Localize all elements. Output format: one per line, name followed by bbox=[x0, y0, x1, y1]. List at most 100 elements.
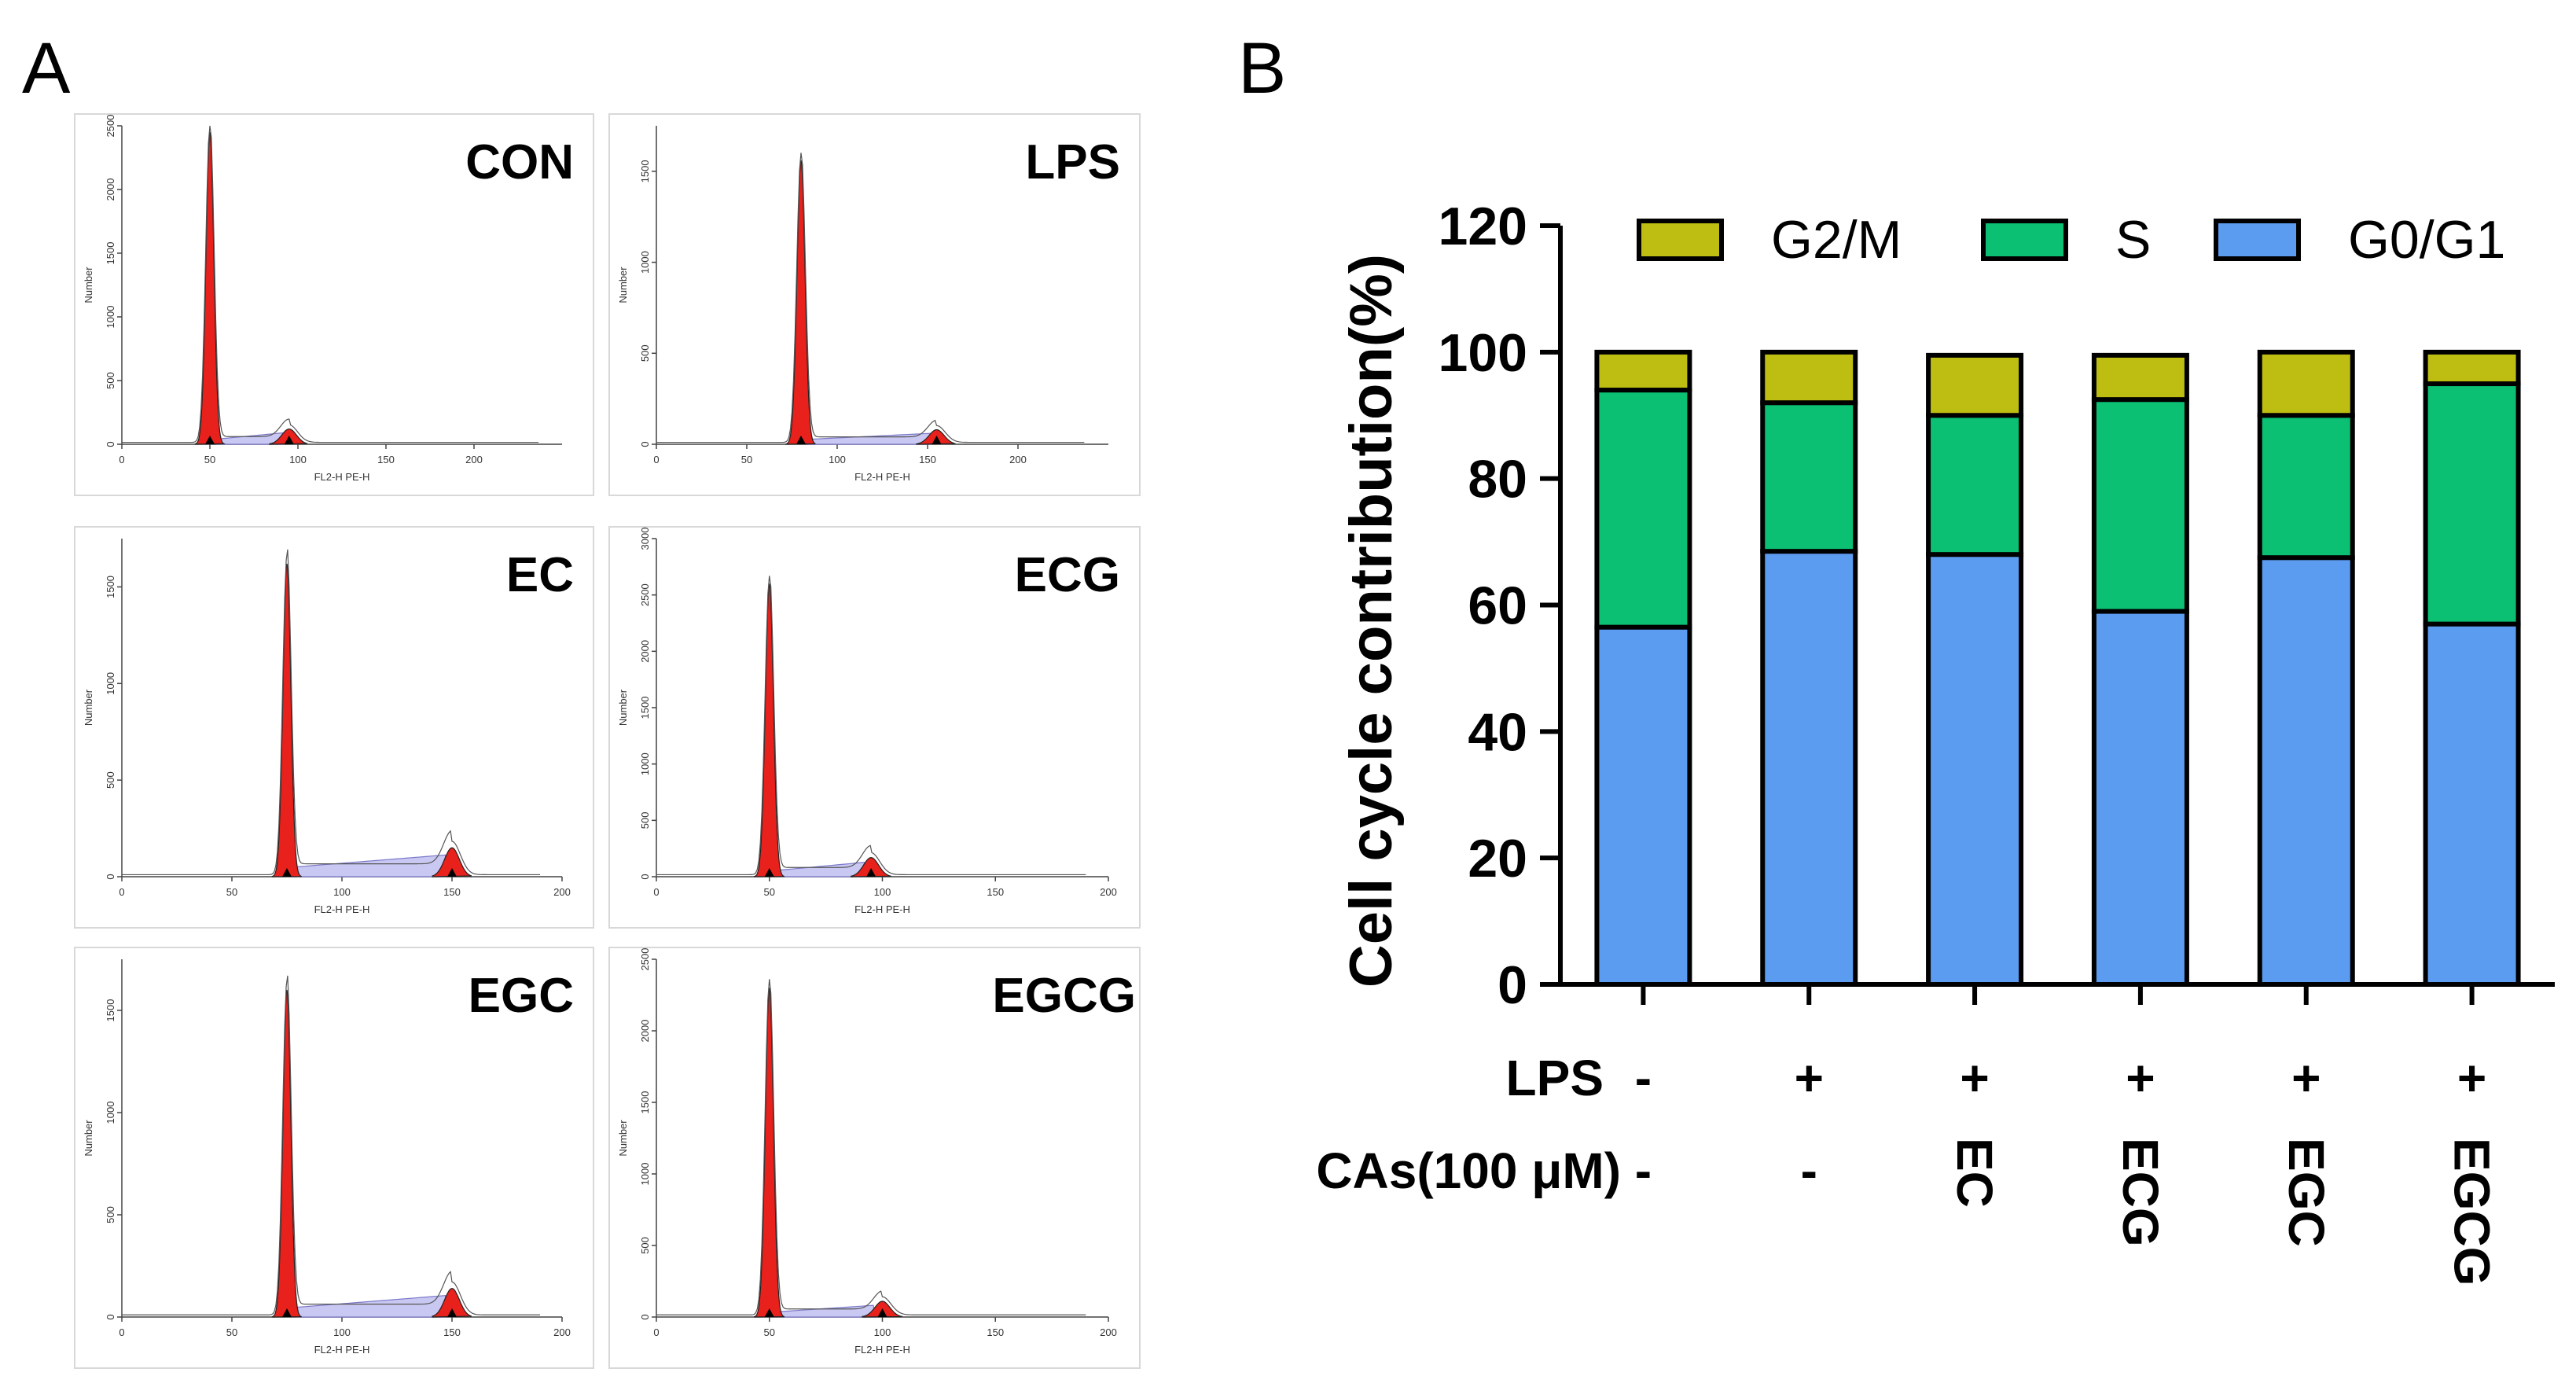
histogram-y-tick-label: 1500 bbox=[105, 999, 116, 1022]
histogram-frame bbox=[74, 113, 594, 496]
legend-label-g0-g1: G0/G1 bbox=[2348, 210, 2505, 270]
histogram-panel-ec: 0 50 100 150 200 0 500 1000 1500 FL2-H PE-H Number… bbox=[74, 526, 594, 929]
histogram-y-tick-label: 2000 bbox=[639, 640, 651, 663]
histogram-panel-lps: 0 50 100 150 200 0 500 1000 1500 FL2-H PE-H Number… bbox=[608, 113, 1141, 496]
histogram-x-tick-label: 100 bbox=[289, 454, 307, 465]
bar-segment-s bbox=[2423, 381, 2521, 627]
cas-value-rotated: EC bbox=[1946, 1138, 2003, 1208]
histogram-x-tick-label: 150 bbox=[443, 1326, 461, 1338]
cas-value-rotated: ECG bbox=[2112, 1138, 2169, 1247]
bar-segment-g2-m bbox=[2091, 352, 2189, 403]
histogram-y-tick-label: 0 bbox=[105, 874, 116, 879]
histogram-x-tick-label: 50 bbox=[741, 454, 752, 465]
histogram-x-tick-label: 200 bbox=[1009, 454, 1027, 465]
bar-segment-g2-m bbox=[1594, 349, 1692, 393]
histogram-title: EGCG bbox=[992, 969, 1136, 1023]
histogram-x-tick-label: 50 bbox=[204, 454, 215, 465]
histogram-outline-trace bbox=[656, 153, 1085, 443]
histogram-frame bbox=[74, 526, 594, 929]
bar-segment-g0-g1 bbox=[1594, 624, 1692, 987]
cas-value-rotated: EGC bbox=[2278, 1138, 2335, 1247]
histogram-y-tick-label: 0 bbox=[105, 441, 116, 447]
histogram-y-tick-label: 0 bbox=[639, 874, 651, 879]
lps-value: + bbox=[2291, 1050, 2321, 1106]
histogram-x-tick-label: 100 bbox=[333, 886, 351, 898]
bar-segment-g0-g1 bbox=[1760, 549, 1858, 987]
histogram-x-tick-label: 200 bbox=[465, 454, 483, 465]
histogram-s-phase-area bbox=[777, 862, 865, 877]
histogram-y-tick-label: 500 bbox=[105, 372, 116, 389]
histogram-y-tick-label: 1000 bbox=[639, 1163, 651, 1186]
histogram-y-tick-label: 2500 bbox=[105, 115, 116, 138]
histogram-title: ECG bbox=[1015, 548, 1120, 602]
histogram-g1-peak bbox=[753, 988, 785, 1318]
histogram-y-tick-label: 500 bbox=[105, 1206, 116, 1223]
histogram-outline-trace bbox=[121, 125, 539, 443]
histogram-x-tick-label: 150 bbox=[919, 454, 936, 465]
lps-value: - bbox=[1635, 1050, 1652, 1106]
histogram-x-tick-label: 100 bbox=[874, 1326, 891, 1338]
histogram-s-phase-area bbox=[295, 1295, 446, 1318]
histogram-x-tick-label: 0 bbox=[119, 1326, 124, 1338]
histogram-x-tick-label: 50 bbox=[226, 1326, 237, 1338]
histogram-x-tick-label: 200 bbox=[1100, 1326, 1117, 1338]
histogram-y-tick-label: 0 bbox=[639, 441, 651, 447]
histogram-y-label: Number bbox=[83, 267, 94, 304]
legend-swatch-g0-g1 bbox=[2214, 219, 2301, 261]
bar-y-axis-label: Cell cycle contribution(%) bbox=[1338, 254, 1405, 988]
histogram-x-tick-label: 150 bbox=[987, 1326, 1004, 1338]
bar-segment-s bbox=[2257, 413, 2355, 561]
legend-label-g2-m: G2/M bbox=[1771, 210, 1902, 270]
histogram-y-tick-label: 1000 bbox=[639, 251, 651, 274]
histogram-y-label: Number bbox=[617, 1120, 629, 1157]
histogram-title: EGC bbox=[469, 969, 574, 1023]
histogram-outline-trace bbox=[121, 975, 540, 1316]
histogram-y-tick-label: 2000 bbox=[639, 1020, 651, 1043]
histogram-g2-peak bbox=[432, 847, 472, 877]
histogram-s-phase-area bbox=[807, 432, 932, 445]
histogram-x-tick-label: 100 bbox=[829, 454, 846, 465]
lps-value: + bbox=[1960, 1050, 1989, 1106]
histogram-y-tick-label: 1000 bbox=[639, 752, 651, 775]
bar-y-tick-label: 80 bbox=[1468, 450, 1527, 510]
histogram-outline-trace bbox=[121, 549, 540, 876]
histogram-g1-peak bbox=[271, 989, 302, 1318]
histogram-y-label: Number bbox=[617, 267, 629, 304]
histogram-panel-egc: 0 50 100 150 200 0 500 1000 1500 FL2-H PE-H Number… bbox=[74, 947, 594, 1369]
g1-marker-icon bbox=[282, 1308, 292, 1317]
histogram-outline-trace bbox=[656, 576, 1086, 876]
histogram-y-tick-label: 1000 bbox=[105, 1102, 116, 1124]
bar-segment-g2-m bbox=[1926, 352, 2024, 418]
lps-value: + bbox=[2457, 1050, 2486, 1106]
histogram-y-tick-label: 500 bbox=[105, 771, 116, 789]
histogram-y-tick-label: 1000 bbox=[105, 306, 116, 329]
histogram-g1-peak bbox=[785, 160, 816, 445]
histogram-x-tick-label: 200 bbox=[553, 1326, 571, 1338]
histogram-s-phase-area bbox=[777, 1304, 876, 1318]
histogram-x-tick-label: 0 bbox=[653, 886, 659, 898]
histogram-title: CON bbox=[465, 135, 574, 189]
g2-marker-icon bbox=[447, 868, 457, 877]
bar-segment-s bbox=[1760, 400, 1858, 554]
histogram-y-tick-label: 3000 bbox=[639, 528, 651, 550]
histogram-frame bbox=[74, 947, 594, 1369]
histogram-x-label: FL2-H PE-H bbox=[314, 1344, 370, 1356]
histogram-y-tick-label: 2500 bbox=[639, 948, 651, 971]
bar-y-tick-label: 20 bbox=[1468, 829, 1527, 888]
lps-value: + bbox=[2126, 1050, 2155, 1106]
g1-marker-icon bbox=[764, 1308, 774, 1317]
bar-segment-s bbox=[1926, 413, 2024, 557]
cas-value: - bbox=[1801, 1142, 1817, 1199]
histogram-x-tick-label: 50 bbox=[764, 886, 775, 898]
histogram-outline-trace bbox=[656, 979, 1086, 1316]
g2-marker-icon bbox=[877, 1308, 887, 1317]
g2-marker-icon bbox=[447, 1308, 457, 1317]
histogram-x-label: FL2-H PE-H bbox=[854, 1344, 910, 1356]
histogram-g1-peak bbox=[753, 583, 785, 877]
histogram-x-tick-label: 200 bbox=[553, 886, 571, 898]
histogram-x-tick-label: 100 bbox=[874, 886, 891, 898]
histogram-x-label: FL2-H PE-H bbox=[854, 471, 910, 483]
g1-marker-icon bbox=[205, 436, 215, 444]
